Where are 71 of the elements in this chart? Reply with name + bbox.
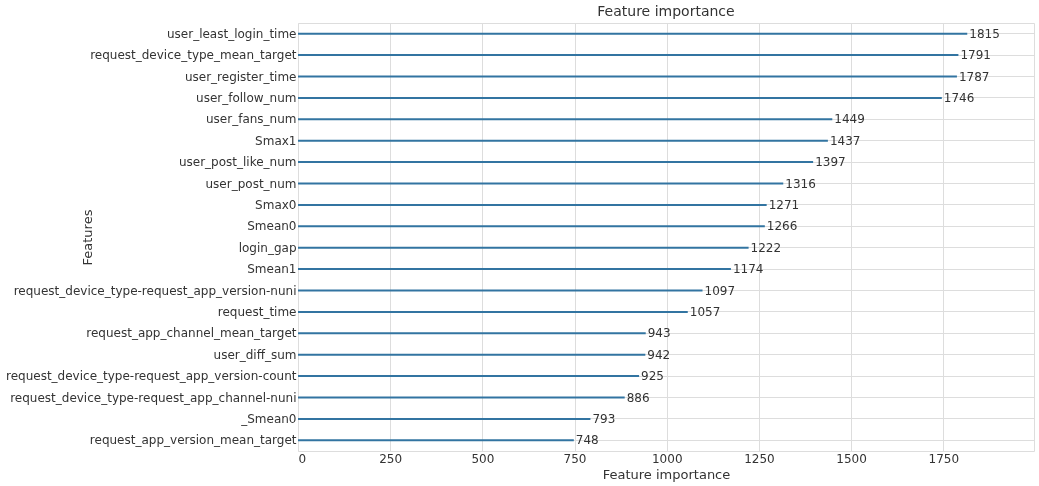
y-tick-label: user_fans_num	[205, 112, 297, 127]
y-tick-label: user_post_like_num	[178, 155, 297, 170]
data-label: 1174	[732, 262, 764, 277]
bar	[298, 332, 646, 335]
data-label: 1746	[943, 90, 975, 105]
data-label: 1266	[766, 219, 798, 234]
data-label: 1222	[750, 240, 782, 255]
y-tick-label: request_time	[217, 304, 297, 319]
bar	[298, 139, 828, 142]
bar	[298, 161, 814, 164]
y-tick-label: Smean1	[247, 262, 297, 277]
bar	[298, 54, 959, 57]
y-tick-label: request_device_type-request_app_channel-nuni	[10, 390, 297, 405]
data-label: 1057	[689, 304, 721, 319]
x-tick-label: 750	[563, 451, 587, 466]
y-tick-label: request_device_type_mean_target	[90, 48, 297, 63]
y-tick-label: Smean0	[247, 219, 297, 234]
bar	[298, 182, 784, 185]
y-tick-label: user_register_time	[184, 69, 297, 84]
data-label: 1449	[834, 112, 865, 127]
data-label: 925	[641, 369, 664, 384]
data-label: 942	[647, 347, 671, 362]
bar	[298, 289, 703, 292]
y-tick-label: login_gap	[238, 240, 297, 255]
bar	[298, 417, 591, 420]
data-label: 1815	[969, 26, 1000, 41]
data-label: 793	[592, 411, 616, 426]
data-label: 748	[575, 433, 599, 448]
x-tick-label: 1250	[744, 451, 775, 466]
y-tick-label: request_device_type-request_app_version-nuni	[13, 283, 297, 298]
data-label: 1271	[768, 197, 800, 212]
y-tick-label: user_follow_num	[196, 90, 297, 105]
y-tick-label: user_least_login_time	[166, 26, 297, 41]
bar	[298, 75, 957, 78]
x-tick-label: 1500	[836, 451, 867, 466]
bar	[298, 246, 749, 249]
chart-title: Feature importance	[597, 3, 735, 19]
x-tick-label: 0	[298, 451, 307, 466]
y-tick-label: request_device_type-request_app_version-count	[5, 369, 297, 384]
y-tick-label: Smax1	[255, 133, 297, 148]
data-label: 886	[626, 390, 650, 405]
bar	[298, 32, 968, 35]
x-tick-label: 1000	[651, 451, 683, 466]
y-tick-label: _Smean0	[240, 411, 297, 426]
bar	[298, 96, 942, 99]
bar	[298, 118, 833, 121]
data-label: 1791	[960, 48, 991, 63]
bar	[298, 203, 767, 206]
y-tick-label: request_app_version_mean_target	[89, 433, 297, 448]
y-tick-label: user_diff_sum	[213, 347, 297, 362]
x-tick-label: 500	[471, 451, 495, 466]
y-tick-label: Smax0	[255, 197, 297, 212]
data-label: 1437	[829, 133, 861, 148]
x-tick-label: 250	[379, 451, 403, 466]
bar	[298, 268, 731, 271]
bar	[298, 225, 765, 228]
x-axis-title: Feature importance	[602, 466, 731, 482]
y-tick-label: user_post_num	[205, 176, 297, 191]
y-tick-label: request_app_channel_mean_target	[86, 326, 297, 341]
y-axis-title: Features	[79, 209, 95, 266]
bar	[298, 396, 625, 399]
bar	[298, 439, 574, 442]
data-label: 1787	[958, 69, 990, 84]
data-label: 1097	[704, 283, 736, 298]
bar	[298, 375, 640, 378]
x-tick-label: 1750	[928, 451, 960, 466]
data-label: 1316	[785, 176, 816, 191]
data-label: 1397	[815, 155, 846, 170]
data-label: 943	[647, 326, 671, 341]
bar	[298, 353, 646, 356]
bar	[298, 310, 688, 313]
